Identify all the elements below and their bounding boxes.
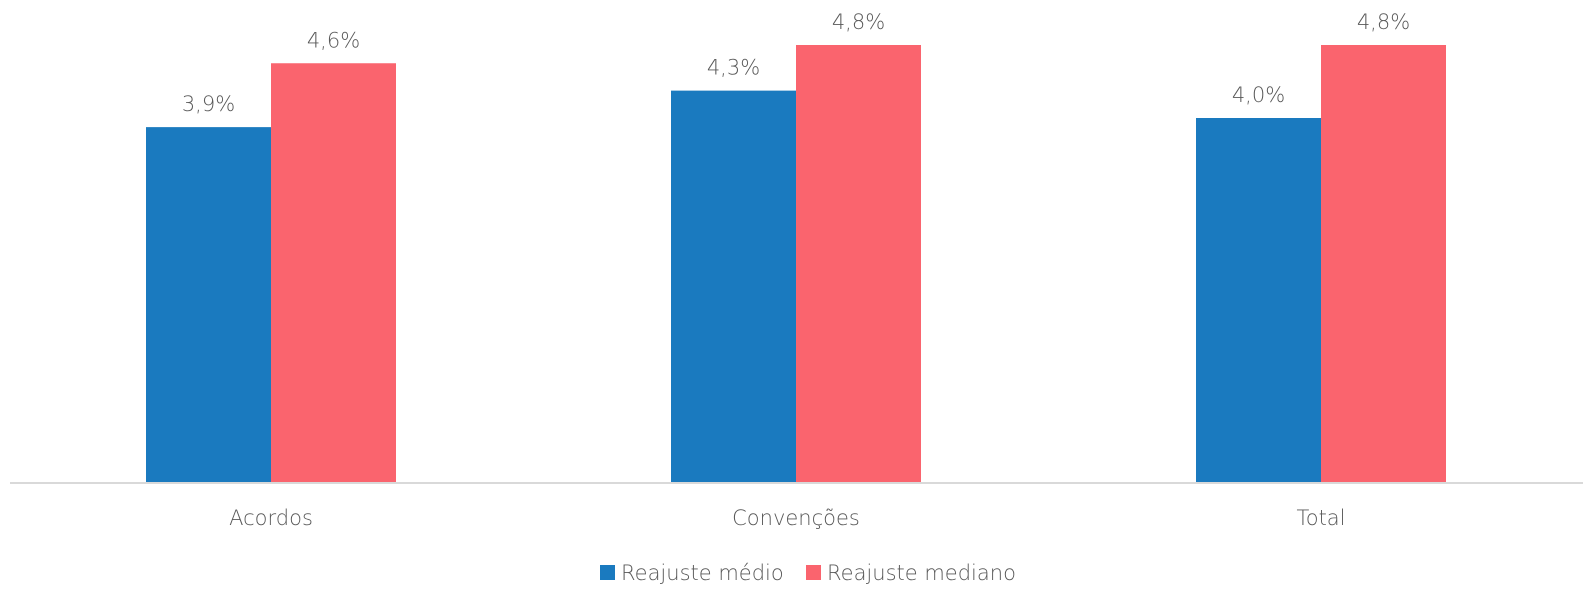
legend-item: Reajuste médio [600, 561, 784, 585]
bar [1196, 118, 1321, 483]
category-labels: Acordos Convenções Total [229, 506, 1345, 530]
bar [671, 90, 796, 483]
data-label: 3,9% [182, 92, 235, 116]
category-label: Convenções [732, 506, 860, 530]
data-label: 4,6% [307, 28, 360, 52]
legend: Reajuste médio Reajuste mediano [600, 561, 1016, 585]
category-label: Acordos [229, 506, 313, 530]
category-label: Total [1296, 506, 1345, 530]
bar [796, 45, 921, 483]
bar [146, 127, 271, 483]
bars-layer [146, 45, 1446, 483]
data-label: 4,3% [707, 56, 760, 80]
data-label: 4,0% [1232, 83, 1285, 107]
data-labels-layer: 3,9% 4,6% 4,3% 4,8% 4,0% 4,8% [182, 10, 1410, 116]
data-label: 4,8% [832, 10, 885, 34]
legend-swatch [600, 565, 615, 580]
legend-item: Reajuste mediano [806, 561, 1016, 585]
bar [1321, 45, 1446, 483]
data-label: 4,8% [1357, 10, 1410, 34]
legend-label: Reajuste mediano [827, 561, 1016, 585]
legend-swatch [806, 565, 821, 580]
legend-label: Reajuste médio [621, 561, 784, 585]
bar [271, 63, 396, 483]
